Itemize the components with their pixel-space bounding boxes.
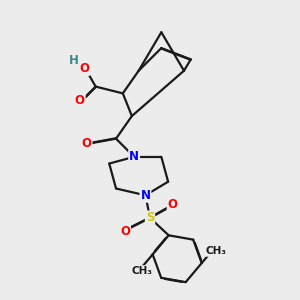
Text: O: O bbox=[79, 62, 89, 75]
Text: S: S bbox=[146, 212, 154, 224]
Text: O: O bbox=[82, 137, 92, 150]
Text: O: O bbox=[120, 225, 130, 238]
Text: N: N bbox=[140, 189, 151, 202]
Text: CH₃: CH₃ bbox=[206, 246, 227, 256]
Text: CH₃: CH₃ bbox=[132, 266, 153, 276]
Text: O: O bbox=[168, 198, 178, 211]
Text: H: H bbox=[69, 54, 79, 67]
Text: O: O bbox=[75, 94, 85, 107]
Text: N: N bbox=[129, 150, 139, 163]
